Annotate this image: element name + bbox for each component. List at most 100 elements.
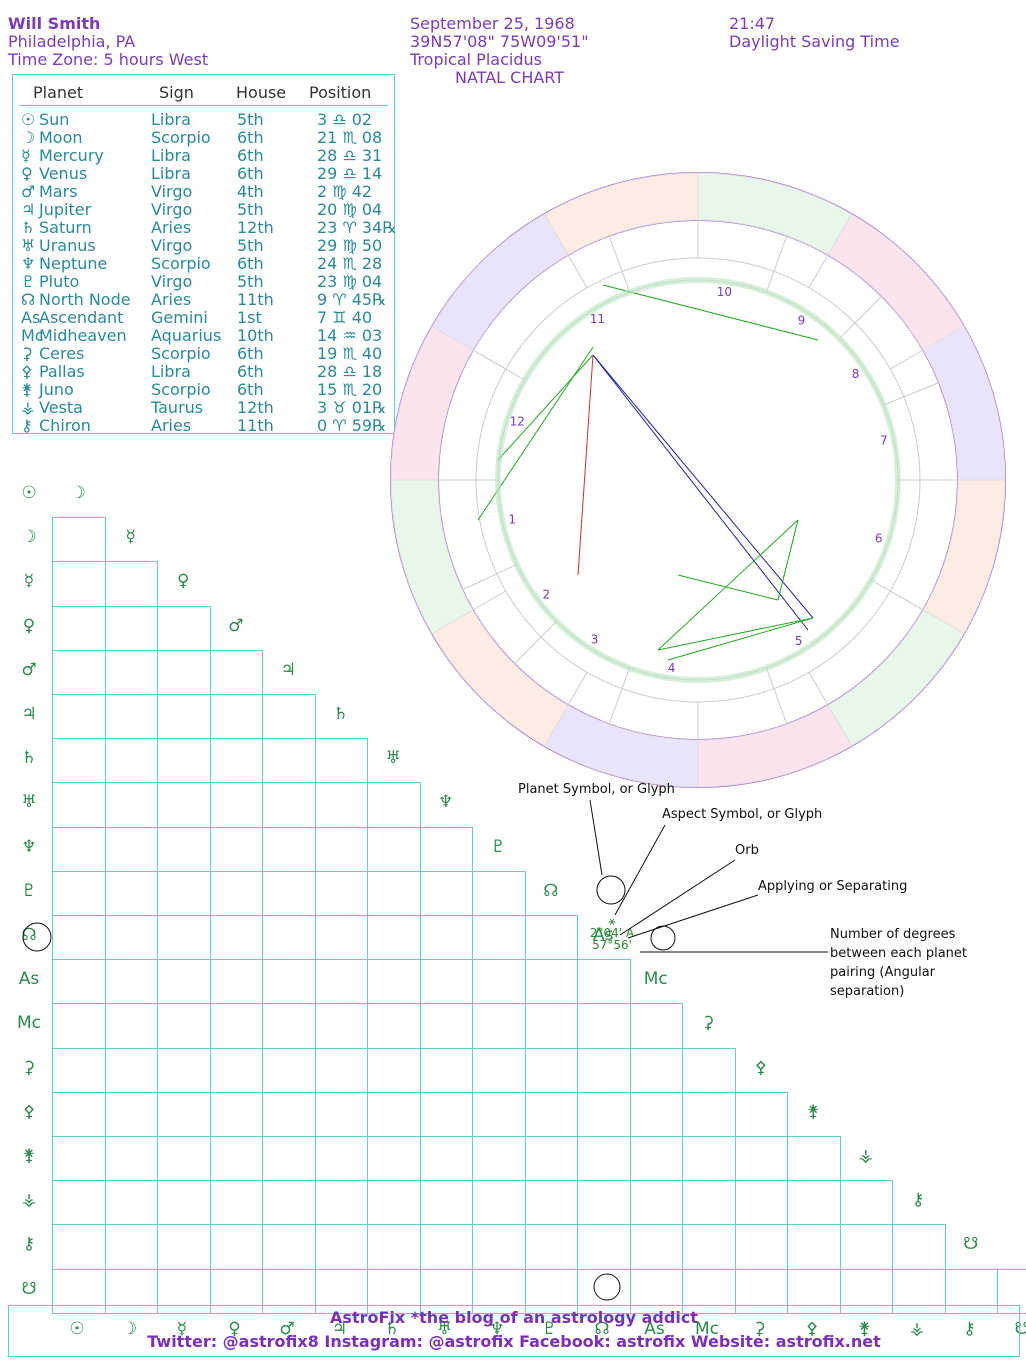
grid-row-glyph: ♀	[22, 615, 36, 636]
aspect-cell	[209, 959, 263, 1005]
planet-row-house: 5th	[237, 272, 264, 291]
aspect-cell	[577, 1047, 631, 1093]
planet-row: ⚷ Chiron Aries 11th 0 ♈ 59℞	[13, 417, 396, 435]
aspect-cell	[314, 826, 368, 872]
aspect-cell	[104, 738, 158, 784]
aspect-cell: As	[577, 915, 631, 960]
planet-row-sign: Virgo	[151, 182, 193, 201]
planet-row-sign: Virgo	[151, 272, 193, 291]
planet-row-pos: 3 ♉ 01℞	[317, 398, 387, 417]
footer-title: AstroFix *the blog of an astrology addic…	[330, 1308, 698, 1327]
planet-row-sign: Scorpio	[151, 344, 211, 363]
note-planet-symbol: Planet Symbol, or Glyph	[518, 782, 675, 797]
aspect-cell: ♂	[210, 606, 264, 651]
planet-row-house: 6th	[237, 344, 264, 363]
planet-row-sign: Libra	[151, 110, 191, 129]
aspect-cell	[839, 1224, 893, 1270]
aspect-cell	[262, 738, 316, 784]
aspect-cell	[419, 826, 473, 872]
grid-col-glyph: Mc	[694, 1318, 719, 1339]
aspect-cell	[419, 1136, 473, 1182]
planet-row-sign: Scorpio	[151, 128, 211, 147]
aspect-cell	[367, 826, 421, 872]
diagonal-glyph: ⚴	[754, 1057, 767, 1078]
planet-row-planet: Chiron	[39, 416, 91, 435]
grid-col-glyph: ☉	[69, 1318, 85, 1339]
planet-row-planet: Juno	[39, 380, 74, 399]
aspect-cell	[52, 1091, 106, 1137]
aspect-cell	[104, 561, 158, 607]
aspect-cell	[262, 959, 316, 1005]
aspect-cell	[367, 1047, 421, 1093]
aspect-cell	[262, 1003, 316, 1049]
grid-col-glyph: ☋	[1014, 1318, 1026, 1339]
planet-row-house: 5th	[237, 236, 264, 255]
aspect-cell: ♅	[367, 738, 421, 783]
aspect-cell	[104, 870, 158, 916]
aspect-cell	[314, 1091, 368, 1137]
planet-row-glyph: ☉	[21, 110, 36, 129]
planet-row-sign: Taurus	[151, 398, 204, 417]
house-number: 11	[590, 312, 605, 326]
chart-coords: 39N57'08" 75W09'51"	[410, 32, 589, 51]
aspect-cell	[157, 605, 211, 651]
zodiac-sector	[543, 704, 699, 788]
aspect-line	[602, 284, 819, 341]
planet-row: Mc Midheaven Aquarius 10th 14 ♒ 03	[13, 327, 396, 345]
aspect-cell	[209, 1003, 263, 1049]
planet-row: ⚵ Juno Scorpio 6th 15 ♏ 20	[13, 381, 396, 399]
planet-row-glyph: As	[21, 308, 41, 327]
grid-col-glyph: ⚳	[753, 1318, 766, 1339]
legend-sample-cell: ⚹ 2°04' A 57°56'	[587, 915, 637, 951]
aspect-cell: ⚷	[892, 1180, 946, 1225]
legend-sample_angle: 57°56'	[592, 938, 632, 952]
aspect-cell	[629, 1047, 683, 1093]
grid-col-glyph: As	[644, 1318, 665, 1339]
diagonal-glyph: Mc	[643, 969, 668, 990]
note-aspect-symbol: Aspect Symbol, or Glyph	[662, 807, 823, 822]
aspect-cell	[157, 1091, 211, 1137]
house-cusp-line	[513, 621, 557, 665]
grid-col-glyph: ♇	[541, 1318, 558, 1339]
planet-row-sign: Libra	[151, 146, 191, 165]
aspect-cell	[419, 915, 473, 961]
aspect-line	[677, 574, 779, 601]
aspect-cell	[524, 1003, 578, 1049]
planet-row-house: 5th	[237, 110, 264, 129]
zodiac-sector	[390, 479, 474, 635]
table-header-sign: Sign	[159, 83, 194, 102]
diagonal-glyph: ☿	[125, 527, 136, 548]
aspect-cell	[787, 1136, 841, 1182]
planet-row-planet: Ceres	[39, 344, 85, 363]
aspect-cell	[104, 782, 158, 828]
note-orb: Orb	[735, 843, 759, 858]
table-header-house: House	[236, 83, 287, 102]
aspect-cell	[524, 1224, 578, 1270]
grid-col-glyph: ☽	[121, 1318, 138, 1339]
chart-date: September 25, 1968	[410, 14, 575, 33]
aspect-cell	[157, 649, 211, 695]
planet-row-sign: Aries	[151, 218, 192, 237]
aspect-cell	[734, 1091, 788, 1137]
zodiac-sector	[390, 325, 474, 481]
aspect-cell	[262, 826, 316, 872]
house-cusp-line	[839, 295, 883, 339]
aspect-cell	[104, 1136, 158, 1182]
aspect-cell	[104, 915, 158, 961]
grid-col-glyph: ♆	[489, 1318, 505, 1339]
house-cusp-line	[883, 382, 940, 406]
planet-row-house: 10th	[237, 326, 274, 345]
footer-links[interactable]: Twitter: @astrofix8 Instagram: @astrofix…	[147, 1332, 881, 1351]
planet-row-glyph: ♃	[21, 200, 36, 219]
aspect-cell	[52, 1136, 106, 1182]
planet-row-glyph: ⚶	[21, 398, 35, 417]
aspect-cell	[209, 694, 263, 740]
planet-row-sign: Libra	[151, 362, 191, 381]
grid-col-glyph: ⚵	[858, 1318, 871, 1339]
planet-row-planet: Pluto	[39, 272, 80, 291]
chart-place: Philadelphia, PA	[8, 32, 136, 51]
aspect-cell	[157, 782, 211, 828]
planet-row-pos: 7 ♊ 40	[317, 308, 373, 327]
house-cusp-line	[608, 235, 631, 293]
